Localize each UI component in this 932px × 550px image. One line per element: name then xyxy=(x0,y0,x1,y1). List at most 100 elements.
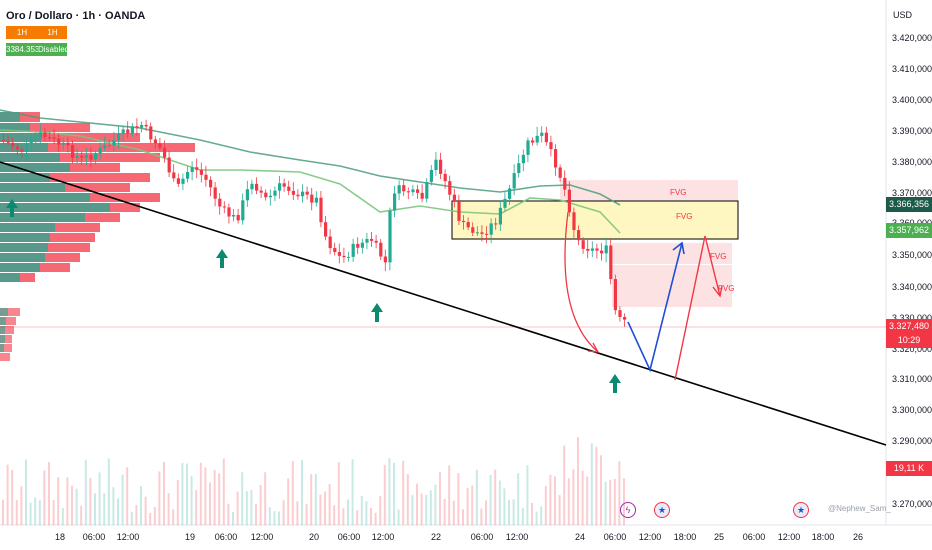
candle-body xyxy=(34,138,38,140)
volume-bar xyxy=(227,503,230,525)
candle-body xyxy=(135,126,139,128)
candle-body xyxy=(305,191,309,195)
volume-bar xyxy=(439,472,441,525)
volume-bar xyxy=(103,493,106,525)
candle-body xyxy=(572,212,576,231)
candle-body xyxy=(577,230,581,241)
candle-body xyxy=(498,207,502,225)
volume-bar xyxy=(112,487,115,525)
volume-bar xyxy=(517,473,520,525)
fvg-zone-1[interactable] xyxy=(560,180,738,203)
candle-body xyxy=(567,189,571,213)
candle-body xyxy=(416,189,420,193)
candle-body xyxy=(471,227,475,233)
candle-body xyxy=(15,146,19,150)
volume-bar xyxy=(475,469,478,525)
time-label: 06:00 xyxy=(82,532,106,542)
volume-bar xyxy=(480,508,483,525)
candle-body xyxy=(227,207,231,217)
candle-body xyxy=(209,179,213,188)
candle-body xyxy=(388,210,392,263)
volume-bar xyxy=(613,478,616,525)
candlestick-series xyxy=(2,118,627,327)
highlight-zone[interactable] xyxy=(451,200,739,240)
volume-bar xyxy=(107,458,110,525)
candle-body xyxy=(149,126,153,140)
candle-body xyxy=(273,190,277,196)
price-label: 3.420,000 xyxy=(892,33,932,43)
fvg-zone-4[interactable] xyxy=(612,265,732,307)
candle-body xyxy=(351,243,355,257)
volume-bar xyxy=(259,484,262,525)
candle-body xyxy=(443,173,447,182)
volume-bar xyxy=(356,510,359,525)
volume-bar xyxy=(498,480,501,525)
candle-body xyxy=(609,245,613,280)
us-flag-event-icon[interactable]: ★ xyxy=(654,502,670,518)
volume-bar xyxy=(43,470,46,525)
curved-arrow[interactable] xyxy=(564,211,599,353)
volume-bar xyxy=(342,508,345,525)
volume-bar xyxy=(52,500,55,525)
lightning-event-icon[interactable]: ϟ xyxy=(620,502,636,518)
projection-red[interactable] xyxy=(674,235,721,381)
us-flag-event-icon[interactable]: ★ xyxy=(793,502,809,518)
candle-body xyxy=(140,124,144,128)
volume-bar xyxy=(581,470,584,525)
candle-body xyxy=(52,137,56,139)
chart-title[interactable]: Oro / Dollaro · 1h · OANDA xyxy=(6,10,146,22)
timeframe-tag-1[interactable]: 1H xyxy=(6,26,38,39)
volume-bar xyxy=(66,477,69,525)
candle-body xyxy=(347,256,351,258)
candle-body xyxy=(232,215,236,217)
time-label: 06:00 xyxy=(337,532,361,542)
timeframe-tag-2[interactable]: 1H xyxy=(38,26,67,39)
candle-body xyxy=(613,279,617,311)
volume-bar xyxy=(379,496,382,525)
candle-body xyxy=(604,245,608,254)
volume-bar xyxy=(176,479,179,525)
volume-bar xyxy=(383,464,386,525)
candle-body xyxy=(337,252,341,256)
volume-bar xyxy=(494,469,497,525)
volume-bar xyxy=(213,469,216,525)
indicator-value-tag: 3384.353 xyxy=(6,43,40,56)
volume-bar xyxy=(245,491,248,525)
volume-bar xyxy=(508,499,510,525)
volume-bar xyxy=(370,507,372,525)
volume-bar xyxy=(411,495,414,525)
volume-bar xyxy=(425,494,428,525)
volume-bar xyxy=(406,474,409,525)
volume-bar xyxy=(204,467,207,525)
volume-bar xyxy=(485,500,487,525)
trend-line[interactable] xyxy=(0,161,887,446)
volume-bar xyxy=(186,463,188,525)
time-label: 12:00 xyxy=(638,532,662,542)
volume-bar xyxy=(291,460,294,525)
candle-body xyxy=(439,159,443,174)
candle-body xyxy=(540,132,544,136)
volume-bar xyxy=(618,461,621,525)
candle-body xyxy=(268,195,272,198)
currency-label[interactable]: USD xyxy=(893,10,913,20)
indicator-status-tag: Disabled xyxy=(38,43,70,56)
candle-body xyxy=(6,140,10,143)
volume-bar xyxy=(531,502,533,525)
volume-bar xyxy=(117,498,119,525)
candle-body xyxy=(558,167,562,178)
candle-body xyxy=(517,163,521,174)
candle-body xyxy=(218,198,222,207)
time-label: 18:00 xyxy=(811,532,835,542)
volume-bar xyxy=(89,477,92,525)
volume-bar xyxy=(84,459,87,525)
candle-body xyxy=(521,154,525,164)
projection-blue[interactable] xyxy=(627,242,683,373)
volume-bar xyxy=(324,491,326,525)
candle-body xyxy=(623,317,627,320)
candle-body xyxy=(282,183,286,187)
candle-body xyxy=(259,190,263,193)
volume-bar xyxy=(572,469,575,525)
candle-body xyxy=(195,167,199,170)
